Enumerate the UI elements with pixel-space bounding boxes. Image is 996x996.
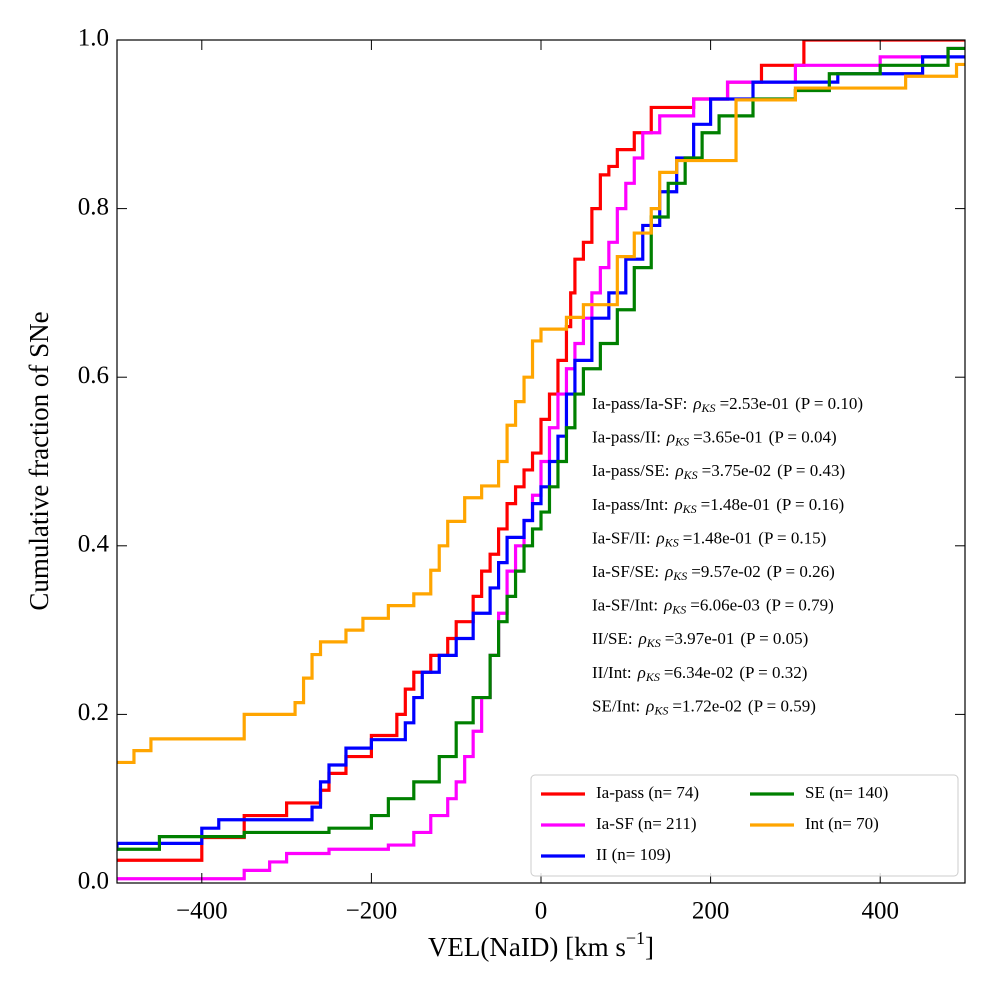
ks-annotation: Ia-pass/SE: ρKS =3.75e-02 (P = 0.43) (592, 461, 845, 482)
legend-label: Ia-SF (n= 211) (596, 814, 697, 833)
plot-area (117, 40, 965, 881)
y-tick-label: 0.6 (78, 362, 109, 389)
y-axis-label: Cumulative fraction of SNe (24, 311, 54, 610)
y-tick-label: 0.2 (78, 699, 109, 726)
cdf-line (117, 62, 965, 765)
ks-annotation: Ia-SF/II: ρKS =1.48e-01 (P = 0.15) (592, 528, 826, 549)
x-tick-label: 200 (692, 898, 730, 925)
x-tick-label: 0 (535, 898, 548, 925)
legend-label: Int (n= 70) (805, 814, 879, 833)
x-tick-label: −400 (176, 898, 228, 925)
cdf-line (117, 55, 965, 851)
ks-annotation: II/Int: ρKS =6.34e-02 (P = 0.32) (592, 663, 807, 684)
ks-annotation: Ia-pass/II: ρKS =3.65e-01 (P = 0.04) (592, 428, 837, 449)
ks-annotation: Ia-pass/Int: ρKS =1.48e-01 (P = 0.16) (592, 495, 844, 516)
y-tick-label: 0.0 (78, 868, 109, 895)
legend-label: SE (n= 140) (805, 783, 888, 802)
x-axis-label: VEL(NaID) [km s−1] (428, 928, 654, 962)
x-tick-label: −200 (346, 898, 398, 925)
legend-label: Ia-pass (n= 74) (596, 783, 699, 802)
y-tick-label: 1.0 (78, 25, 109, 52)
ks-annotation: Ia-pass/Ia-SF: ρKS =2.53e-01 (P = 0.10) (592, 394, 863, 415)
ks-annotation: II/SE: ρKS =3.97e-01 (P = 0.05) (592, 629, 808, 650)
x-tick-label: 400 (861, 898, 899, 925)
ks-annotation: Ia-SF/SE: ρKS =9.57e-02 (P = 0.26) (592, 562, 835, 583)
ks-annotation: Ia-SF/Int: ρKS =6.06e-03 (P = 0.79) (592, 596, 834, 617)
legend-box (530, 774, 959, 877)
y-tick-label: 0.8 (78, 193, 109, 220)
cdf-line (117, 46, 965, 881)
cdf-line (117, 40, 965, 862)
y-tick-label: 0.4 (78, 531, 110, 558)
cdf-line (117, 46, 965, 851)
legend-label: II (n= 109) (596, 845, 671, 864)
ks-annotation: SE/Int: ρKS =1.72e-02 (P = 0.59) (592, 696, 816, 717)
